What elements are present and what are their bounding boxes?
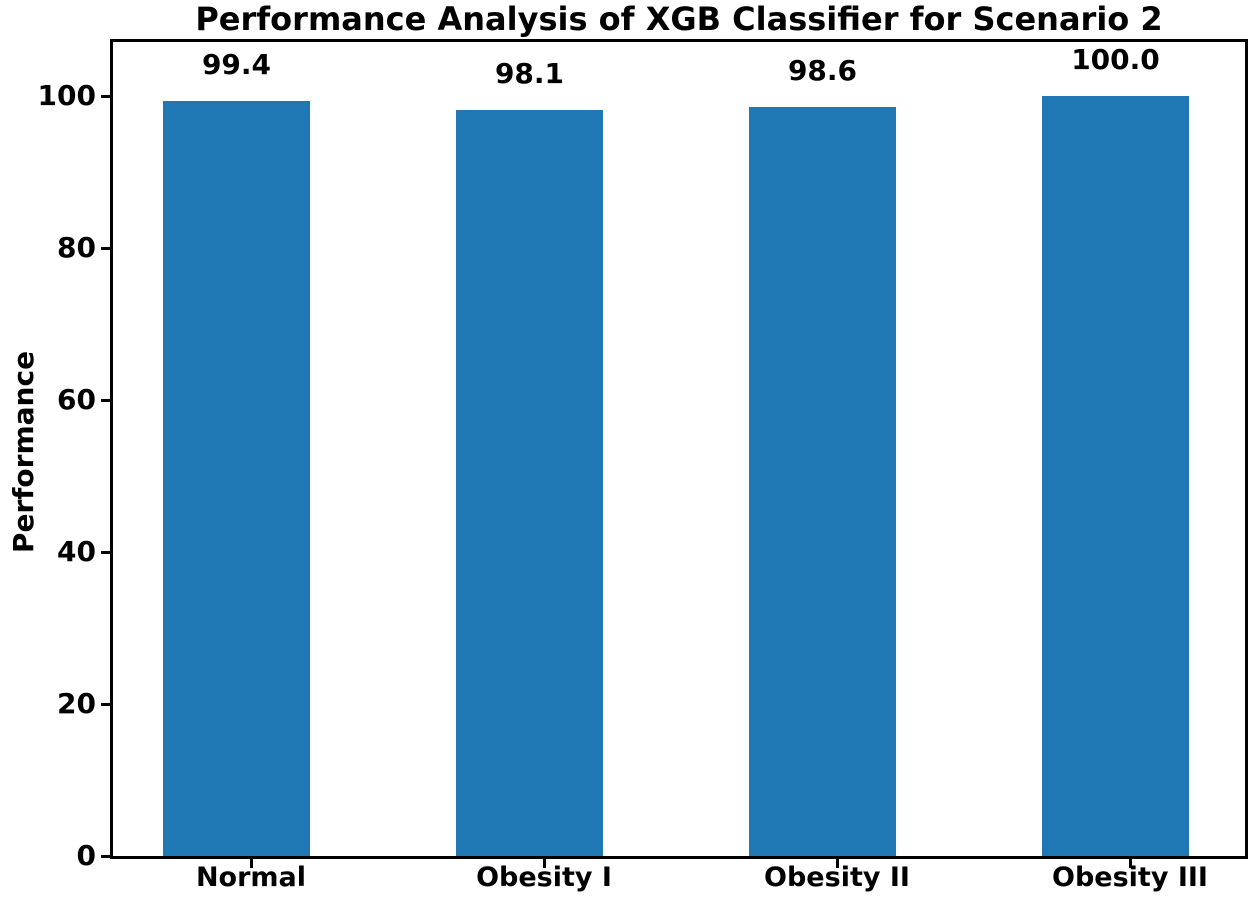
y-tick-label-60: 60 bbox=[57, 383, 96, 416]
chart-title: Performance Analysis of XGB Classifier f… bbox=[195, 0, 1163, 38]
bar-value-label-obesity-i: 98.1 bbox=[494, 57, 565, 91]
y-tick-mark-100 bbox=[101, 94, 110, 98]
y-tick-label-0: 0 bbox=[76, 839, 96, 872]
x-tick-label-normal: Normal bbox=[195, 862, 307, 893]
x-tick-label-obesity-iii: Obesity III bbox=[1052, 862, 1208, 893]
y-tick-label-100: 100 bbox=[37, 79, 96, 112]
x-tick-mark-normal bbox=[249, 859, 253, 868]
y-tick-mark-80 bbox=[101, 246, 110, 250]
bar-value-label-obesity-ii: 98.6 bbox=[787, 53, 858, 87]
bar-value-label-normal: 99.4 bbox=[201, 47, 272, 81]
bar-obesity-ii bbox=[749, 106, 896, 856]
bar-obesity-i bbox=[456, 110, 603, 856]
y-tick-mark-20 bbox=[101, 702, 110, 706]
y-tick-mark-40 bbox=[101, 550, 110, 554]
y-tick-mark-60 bbox=[101, 398, 110, 402]
x-tick-mark-obesity-i bbox=[542, 859, 546, 868]
y-tick-label-40: 40 bbox=[57, 535, 96, 568]
bar-value-label-obesity-iii: 100.0 bbox=[1071, 43, 1160, 76]
x-tick-label-obesity-i: Obesity I bbox=[476, 862, 612, 893]
x-tick-label-obesity-ii: Obesity II bbox=[764, 862, 910, 893]
y-tick-mark-0 bbox=[101, 854, 110, 858]
x-tick-mark-obesity-ii bbox=[835, 859, 839, 868]
y-tick-label-20: 20 bbox=[57, 687, 96, 720]
y-tick-label-80: 80 bbox=[57, 231, 96, 264]
bar-obesity-iii bbox=[1042, 96, 1189, 856]
bar-normal bbox=[163, 100, 310, 856]
x-tick-mark-obesity-iii bbox=[1128, 859, 1132, 868]
